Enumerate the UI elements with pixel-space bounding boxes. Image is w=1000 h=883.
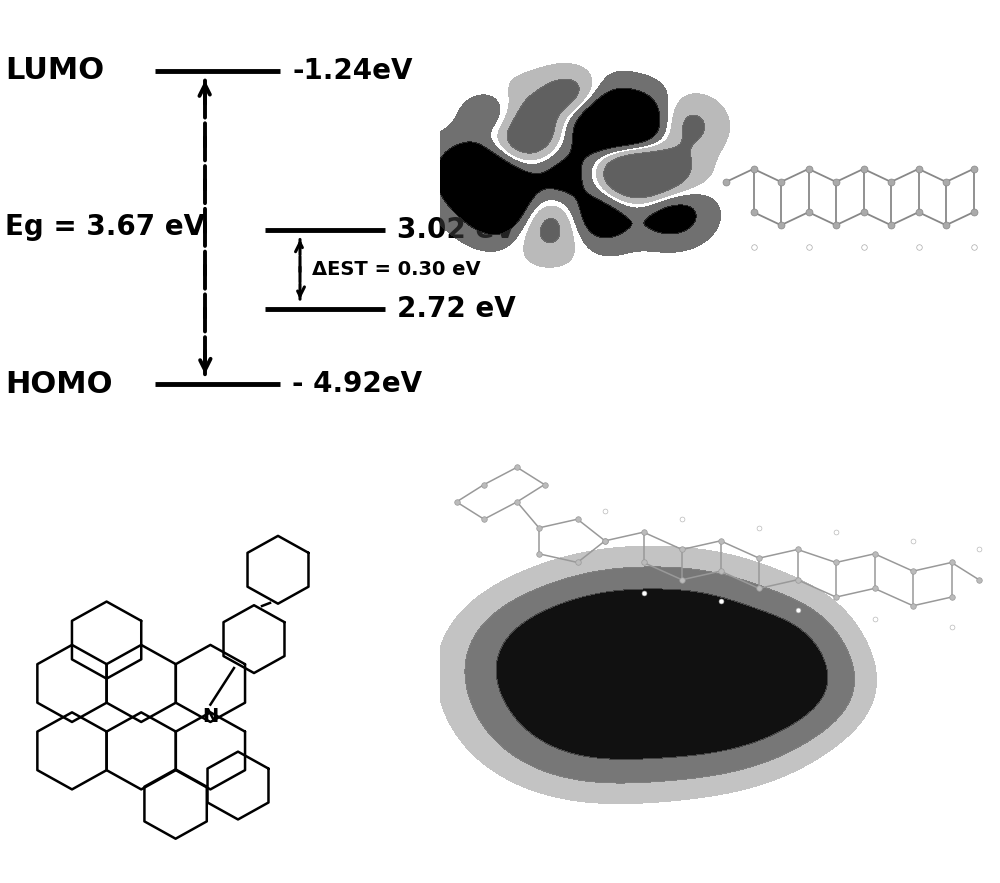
Text: HOMO: HOMO (5, 370, 112, 398)
Text: 2.72 eV: 2.72 eV (397, 295, 516, 323)
Text: - 4.92eV: - 4.92eV (292, 370, 422, 398)
Text: Eg = 3.67 eV: Eg = 3.67 eV (5, 214, 205, 241)
Text: N: N (202, 707, 219, 727)
Text: LUMO: LUMO (5, 57, 104, 85)
Text: -1.24eV: -1.24eV (292, 57, 413, 85)
Text: ΔEST = 0.30 eV: ΔEST = 0.30 eV (312, 260, 481, 279)
Text: 3.02 eV: 3.02 eV (397, 215, 516, 244)
